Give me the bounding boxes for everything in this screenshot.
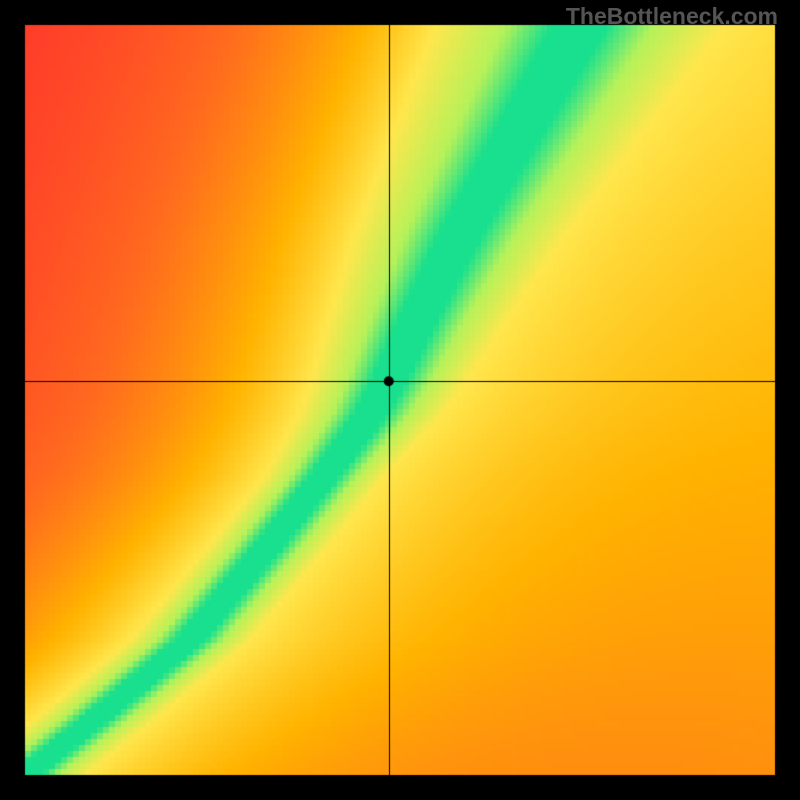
watermark-text: TheBottleneck.com bbox=[566, 3, 778, 30]
chart-container: { "heatmap": { "type": "heatmap", "canva… bbox=[0, 0, 800, 800]
bottleneck-heatmap bbox=[0, 0, 800, 800]
